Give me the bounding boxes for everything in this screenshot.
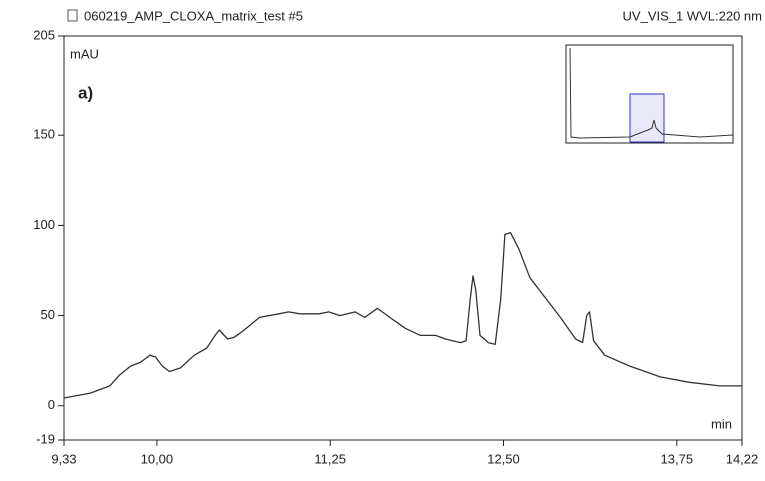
y-tick-label: 50 bbox=[41, 307, 55, 322]
annotation: a) bbox=[78, 83, 93, 102]
y-axis-label: mAU bbox=[70, 46, 99, 61]
x-tick-label: 13,75 bbox=[661, 451, 694, 466]
chart-subtitle: UV_VIS_1 WVL:220 nm bbox=[623, 8, 762, 23]
y-tick-label: 150 bbox=[33, 127, 55, 142]
x-tick-label: 11,25 bbox=[314, 451, 346, 466]
inset-trace bbox=[569, 47, 734, 139]
y-tick-label: 100 bbox=[33, 217, 55, 232]
x-tick-label: 10,00 bbox=[141, 451, 174, 466]
y-tick-label: 205 bbox=[33, 27, 55, 42]
x-tick-label: 12,50 bbox=[487, 451, 520, 466]
overview-inset bbox=[565, 44, 734, 144]
inset-zoom-box bbox=[629, 93, 665, 143]
x-tick-label: 14,22 bbox=[726, 451, 759, 466]
y-tick-label: 0 bbox=[48, 397, 55, 412]
chromatogram-line bbox=[63, 231, 742, 399]
x-axis-label: min bbox=[711, 416, 732, 431]
chart-title: 060219_AMP_CLOXA_matrix_test #5 bbox=[84, 8, 303, 23]
doc-icon bbox=[67, 9, 78, 22]
x-tick-label: 9,33 bbox=[51, 451, 76, 466]
y-tick-label: -19 bbox=[36, 431, 55, 446]
